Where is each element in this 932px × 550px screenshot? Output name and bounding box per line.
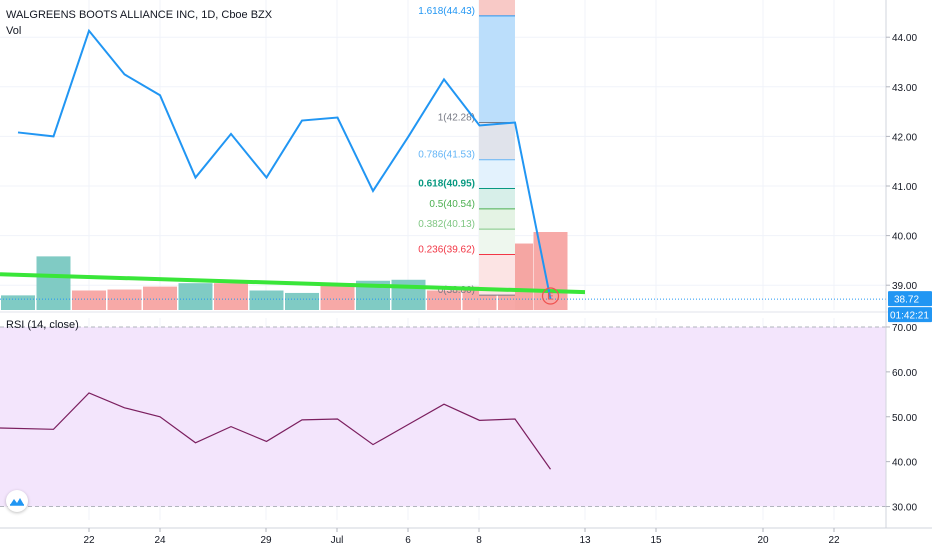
tradingview-logo-icon[interactable] bbox=[6, 490, 28, 512]
earnings-marker-icon bbox=[541, 287, 560, 305]
symbol-title: WALGREENS BOOTS ALLIANCE INC, 1D, Cboe B… bbox=[6, 9, 273, 21]
price-line: E bbox=[0, 28, 886, 305]
rsi-title: RSI (14, close) bbox=[6, 319, 79, 331]
earnings-marker-label: E bbox=[547, 292, 554, 303]
time-tick-label: 24 bbox=[154, 535, 166, 546]
last-candle-bar bbox=[515, 243, 533, 310]
time-tick-label: 22 bbox=[828, 535, 840, 546]
fibonacci-retracement[interactable]: 1.618(44.43) 1(42.28) 0.786(41.53) 0.618(40… bbox=[418, 0, 533, 310]
fib-level-label: 1(42.28) bbox=[438, 113, 475, 124]
price-tick-label: 44.00 bbox=[892, 33, 917, 44]
volume-bar bbox=[391, 279, 426, 310]
rsi-pane bbox=[0, 311, 932, 508]
fib-level-label: 0.618(40.95) bbox=[418, 178, 475, 189]
volume-bar bbox=[36, 256, 71, 310]
volume-bar bbox=[72, 290, 106, 310]
volume-bar bbox=[143, 286, 177, 310]
price-tick-label: 39.00 bbox=[892, 281, 917, 292]
rsi-tick-label: 50.00 bbox=[892, 413, 917, 424]
volume-bar bbox=[285, 292, 319, 310]
rsi-tick-label: 40.00 bbox=[892, 458, 917, 469]
time-tick-label: 13 bbox=[579, 535, 591, 546]
fib-zone bbox=[479, 188, 515, 209]
price-tick-label: 40.00 bbox=[892, 232, 917, 243]
volume-bar bbox=[178, 283, 213, 310]
fib-level-label: 0(38.80) bbox=[438, 285, 475, 296]
volume-label: Vol bbox=[6, 25, 22, 37]
time-tick-label: 20 bbox=[757, 535, 769, 546]
volume-bar bbox=[1, 295, 35, 310]
fib-zone-extension bbox=[479, 15, 515, 123]
price-tick-label: 43.00 bbox=[892, 83, 917, 94]
time-tick-label: 22 bbox=[83, 535, 95, 546]
volume-bar bbox=[427, 290, 461, 310]
time-tick-label: 29 bbox=[260, 535, 272, 546]
fib-level-label: 0.382(40.13) bbox=[418, 219, 475, 230]
price-series-line bbox=[17, 28, 552, 300]
fib-level-label: 0.786(41.53) bbox=[418, 150, 475, 161]
fib-zone-top bbox=[479, 0, 515, 16]
countdown-value: 01:42:21 bbox=[890, 311, 929, 322]
fib-zone bbox=[479, 229, 515, 255]
time-tick-label: Jul bbox=[331, 535, 344, 546]
rsi-band-fill bbox=[0, 326, 886, 507]
volume-bar bbox=[249, 290, 284, 310]
time-tick-label: 8 bbox=[476, 535, 482, 546]
fib-level-label: 0.5(40.54) bbox=[429, 199, 475, 210]
countdown-badge bbox=[888, 307, 932, 323]
fib-level-label: 1.618(44.43) bbox=[418, 6, 475, 17]
fib-zone bbox=[479, 122, 515, 160]
fib-level-label: 0.236(39.62) bbox=[418, 244, 475, 255]
fib-zone bbox=[479, 208, 515, 230]
rsi-tick-label: 70.00 bbox=[892, 323, 917, 334]
rsi-tick-label: 30.00 bbox=[892, 503, 917, 514]
price-tick-label: 42.00 bbox=[892, 132, 917, 143]
current-price-value: 38.72 bbox=[894, 295, 919, 306]
time-tick-label: 15 bbox=[650, 535, 662, 546]
volume-bar bbox=[107, 289, 142, 310]
fib-zone bbox=[479, 159, 515, 189]
rsi-tick-label: 60.00 bbox=[892, 368, 917, 379]
rsi-line bbox=[0, 392, 551, 470]
volume-bar bbox=[320, 283, 355, 310]
current-price-badge bbox=[888, 291, 932, 307]
time-tick-label: 6 bbox=[405, 535, 411, 546]
trend-line[interactable] bbox=[0, 272, 586, 295]
green-trendline bbox=[0, 272, 586, 295]
price-tick-label: 41.00 bbox=[892, 182, 917, 193]
volume-bar bbox=[214, 283, 248, 310]
